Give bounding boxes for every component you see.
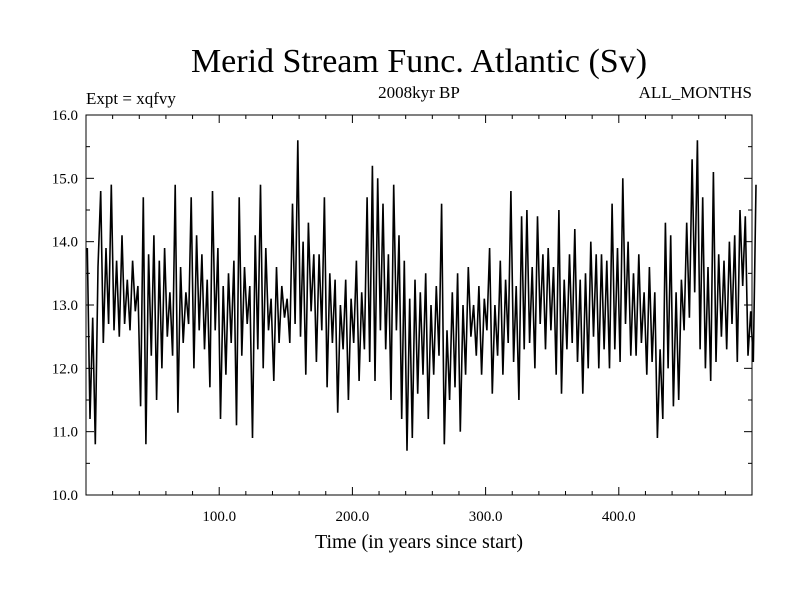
x-tick-label: 200.0 [336,509,370,525]
x-axis-label: Time (in years since start) [315,531,523,553]
chart-title: Merid Stream Func. Atlantic (Sv) [191,43,647,80]
y-tick-label: 10.0 [52,488,78,504]
y-tick-label: 11.0 [52,425,78,441]
series-line [86,140,757,451]
y-tick-label: 14.0 [52,235,78,251]
x-tick-label: 300.0 [469,509,503,525]
plot-frame [85,114,753,496]
period-note: 2008kyr BP [378,83,460,102]
experiment-note: Expt = xqfvy [86,89,176,108]
x-tick-label: 100.0 [202,509,236,525]
months-note: ALL_MONTHS [639,83,752,102]
y-tick-label: 16.0 [52,108,78,124]
y-tick-label: 12.0 [52,361,78,377]
y-tick-label: 13.0 [52,298,78,314]
x-tick-label: 400.0 [602,509,636,525]
y-tick-label: 15.0 [52,171,78,187]
series-group [86,140,757,451]
axes: 10.0 11.0 12.0 13.0 14.0 15.0 16.0 100.0 200.0 30… [52,108,752,525]
